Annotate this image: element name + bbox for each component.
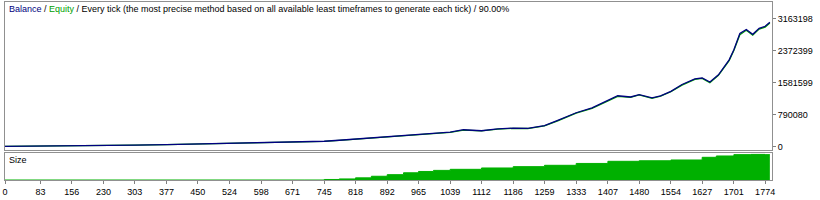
svg-text:892: 892: [380, 187, 395, 197]
svg-text:450: 450: [190, 187, 205, 197]
svg-text:1407: 1407: [598, 187, 618, 197]
svg-text:Balance / Equity / Every tick: Balance / Equity / Every tick (the most …: [9, 4, 509, 14]
svg-text:1333: 1333: [566, 187, 586, 197]
svg-text:1186: 1186: [504, 187, 523, 197]
svg-text:3163198: 3163198: [778, 14, 813, 24]
svg-text:83: 83: [36, 187, 46, 197]
svg-text:818: 818: [348, 187, 363, 197]
svg-text:Size: Size: [9, 155, 27, 165]
svg-text:1480: 1480: [629, 187, 649, 197]
svg-text:745: 745: [317, 187, 332, 197]
svg-text:303: 303: [127, 187, 142, 197]
svg-text:1701: 1701: [724, 187, 744, 197]
svg-text:0: 0: [2, 187, 7, 197]
svg-text:671: 671: [285, 187, 300, 197]
svg-text:1581599: 1581599: [778, 78, 813, 88]
svg-text:598: 598: [254, 187, 269, 197]
svg-text:0: 0: [778, 142, 783, 152]
svg-text:156: 156: [64, 187, 79, 197]
svg-text:524: 524: [222, 187, 237, 197]
svg-text:1774: 1774: [755, 187, 775, 197]
svg-text:1039: 1039: [440, 187, 460, 197]
svg-text:1627: 1627: [692, 187, 712, 197]
svg-text:790080: 790080: [778, 110, 808, 120]
svg-text:2372399: 2372399: [778, 46, 813, 56]
svg-text:1259: 1259: [534, 187, 554, 197]
svg-text:965: 965: [411, 187, 426, 197]
svg-text:230: 230: [96, 187, 111, 197]
svg-text:1554: 1554: [661, 187, 681, 197]
svg-text:1112: 1112: [472, 187, 491, 197]
svg-text:377: 377: [159, 187, 174, 197]
